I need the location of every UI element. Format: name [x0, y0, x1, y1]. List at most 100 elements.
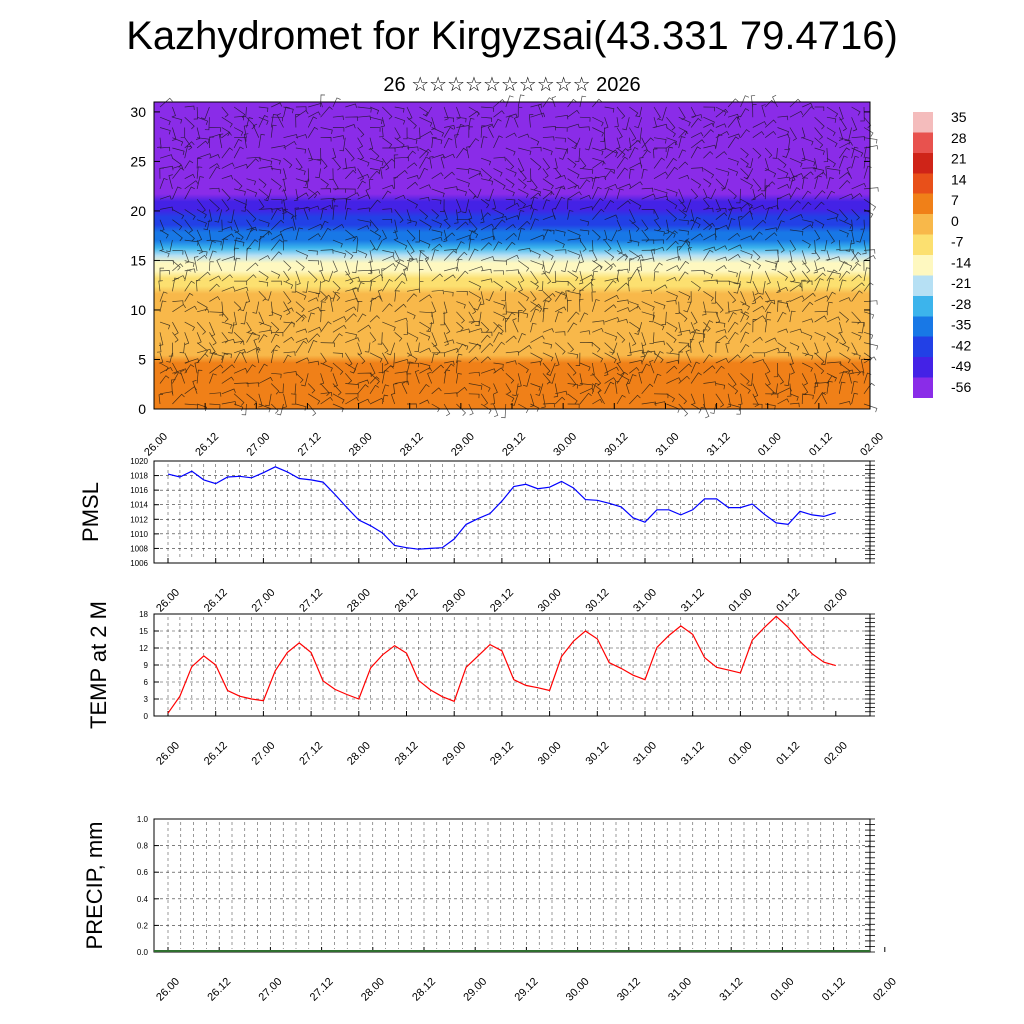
pmsl-x-tick-label: 31.00	[631, 587, 659, 615]
pmsl-y-tick-label: 1006	[130, 559, 148, 568]
precip-x-tick-label: 28.12	[410, 976, 438, 1004]
chart-subtitle: 26 ☆☆☆☆☆☆☆☆☆☆ 2026	[383, 74, 641, 96]
precip-x-tick-label: 29.00	[461, 976, 489, 1004]
pmsl-x-tick-label: 02.00	[822, 587, 850, 615]
temp-y-tick-label: 15	[139, 627, 148, 636]
precip-grid	[154, 818, 870, 953]
precip-panel: 0.0 0.2 0.4 0.6 0.8 1.0 26.00 26.12 27.00 27.12 28…	[82, 815, 899, 1004]
pmsl-x-tick-label: 01.00	[727, 587, 755, 615]
temp-y-tick-label: 3	[144, 695, 149, 704]
temp-y-tick-label: 9	[144, 661, 149, 670]
upper-air-y-tick-label: 15	[130, 252, 146, 268]
pmsl-x-tick-label: 01.12	[774, 587, 802, 615]
upper-air-y-tick-label: 5	[138, 351, 146, 367]
temp-2m-panel: 0 3 6 9 12 15 18 26.00 26.12 27.00 27.12 28.00 28.12…	[86, 601, 875, 768]
temp-x-tick-label: 26.12	[202, 740, 230, 768]
upper-air-y-tick-label: 20	[130, 203, 146, 219]
pmsl-x-tick-label: 30.00	[536, 587, 564, 615]
upper-air-x-tick-label: 29.12	[500, 431, 528, 459]
pmsl-x-tick-label: 27.12	[297, 587, 325, 615]
pmsl-y-tick-label: 1016	[130, 486, 148, 495]
precip-x-tick-label: 31.00	[666, 976, 694, 1004]
pmsl-x-tick-label: 28.00	[345, 587, 373, 615]
temp-x-tick-label: 02.00	[822, 740, 850, 768]
precip-x-tick-label: 01.12	[820, 976, 848, 1004]
colorbar-label: -42	[951, 337, 971, 353]
temp-x-tick-label: 31.00	[631, 740, 659, 768]
temp-y-tick-label: 6	[144, 678, 149, 687]
upper-air-y-tick-label: 25	[130, 153, 146, 169]
colorbar-label: -7	[951, 234, 964, 250]
precip-x-tick-label: 02.00	[871, 976, 899, 1004]
upper-air-y-tick-label: 10	[130, 302, 146, 318]
precip-x-tick-label: 26.00	[154, 976, 182, 1004]
precip-x-tick-label: 31.12	[717, 976, 745, 1004]
precip-y-tick-label: 0.2	[137, 921, 149, 930]
precip-y-tick-label: 0.4	[137, 895, 149, 904]
temp-x-tick-label: 26.00	[154, 740, 182, 768]
temp-y-tick-label: 12	[139, 644, 148, 653]
temp-x-tick-label: 29.00	[440, 740, 468, 768]
pmsl-x-tick-label: 29.00	[440, 587, 468, 615]
colorbar-label: -35	[951, 317, 971, 333]
temp-x-tick-label: 28.00	[345, 740, 373, 768]
precip-y-axis-title: PRECIP, mm	[82, 822, 107, 950]
upper-air-x-tick-label: 30.00	[551, 431, 579, 459]
precip-y-tick-label: 1.0	[137, 815, 149, 824]
precip-y-tick-label: 0.6	[137, 868, 149, 877]
upper-air-x-tick-label: 01.12	[807, 431, 835, 459]
upper-air-x-tick-label: 26.00	[142, 431, 170, 459]
pmsl-y-tick-label: 1010	[130, 530, 148, 539]
precip-x-tick-label: 28.00	[359, 976, 387, 1004]
colorbar-label: -14	[951, 254, 971, 270]
upper-air-x-tick-label: 28.12	[398, 431, 426, 459]
chart-title: Kazhydromet for Kirgyzsai(43.331 79.4716…	[126, 14, 898, 58]
temperature-field	[154, 102, 870, 409]
upper-air-x-tick-label: 31.00	[654, 431, 682, 459]
temp-x-tick-label: 28.12	[393, 740, 421, 768]
colorbar-label: 35	[951, 109, 967, 125]
precip-x-tick-label: 01.00	[769, 976, 797, 1004]
pmsl-x-tick-label: 26.12	[202, 587, 230, 615]
upper-air-x-tick-label: 26.12	[193, 431, 221, 459]
precip-x-tick-label: 27.12	[308, 976, 336, 1004]
temp-x-tick-label: 30.12	[583, 740, 611, 768]
pmsl-y-tick-label: 1012	[130, 515, 148, 524]
upper-air-y-tick-label: 0	[138, 401, 146, 417]
pmsl-y-axis-title: PMSL	[78, 482, 103, 542]
colorbar-label: 21	[951, 151, 967, 167]
pmsl-x-tick-label: 31.12	[679, 587, 707, 615]
pmsl-x-tick-label: 26.00	[154, 587, 182, 615]
colorbar-label: 0	[951, 213, 959, 229]
temp-y-tick-label: 0	[144, 712, 149, 721]
pmsl-x-tick-label: 28.12	[393, 587, 421, 615]
precip-x-tick-label: 29.12	[513, 976, 541, 1004]
precip-x-tick-label: 30.00	[564, 976, 592, 1004]
precip-x-tick-label: 26.12	[205, 976, 233, 1004]
pmsl-x-tick-label: 27.00	[250, 587, 278, 615]
upper-air-x-tick-label: 01.00	[756, 431, 784, 459]
precip-x-tick-label: 30.12	[615, 976, 643, 1004]
pmsl-series-line	[167, 466, 836, 550]
temp-x-tick-label: 01.00	[727, 740, 755, 768]
pmsl-panel: 1006 1008 1010 1012 1014 1016 1018 1020 26.00 26.…	[78, 457, 875, 615]
temp-x-tick-label: 27.12	[297, 740, 325, 768]
colorbar-label: -56	[951, 379, 971, 395]
colorbar-label: -21	[951, 275, 971, 291]
pmsl-x-tick-label: 30.12	[583, 587, 611, 615]
upper-air-x-tick-label: 29.00	[449, 431, 477, 459]
temp-x-tick-label: 30.00	[536, 740, 564, 768]
upper-air-panel: 0 5 10 15 20 25 30 26.00 26.12 27.00 27.12 28.00 28.…	[130, 94, 886, 459]
temp-y-axis-title: TEMP at 2 M	[86, 601, 111, 729]
precip-frame	[153, 818, 871, 953]
upper-air-x-tick-label: 02.00	[858, 431, 886, 459]
colorbar-bar	[913, 112, 933, 398]
pmsl-y-tick-label: 1008	[130, 544, 148, 553]
upper-air-x-tick-label: 27.12	[296, 431, 324, 459]
temp-y-tick-label: 18	[139, 610, 148, 619]
temp-series-line	[167, 615, 836, 714]
upper-air-x-tick-label: 31.12	[705, 431, 733, 459]
colorbar-label: 7	[951, 192, 959, 208]
colorbar-label: 14	[951, 171, 967, 187]
